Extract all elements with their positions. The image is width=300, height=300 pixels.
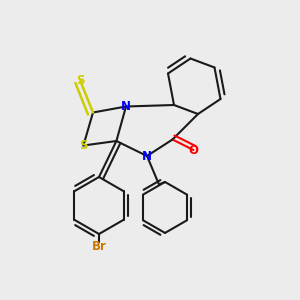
Text: N: N xyxy=(142,149,152,163)
Text: S: S xyxy=(76,74,85,88)
Text: Br: Br xyxy=(92,239,106,253)
Text: S: S xyxy=(79,139,88,152)
Text: O: O xyxy=(188,143,199,157)
Text: N: N xyxy=(121,100,131,113)
